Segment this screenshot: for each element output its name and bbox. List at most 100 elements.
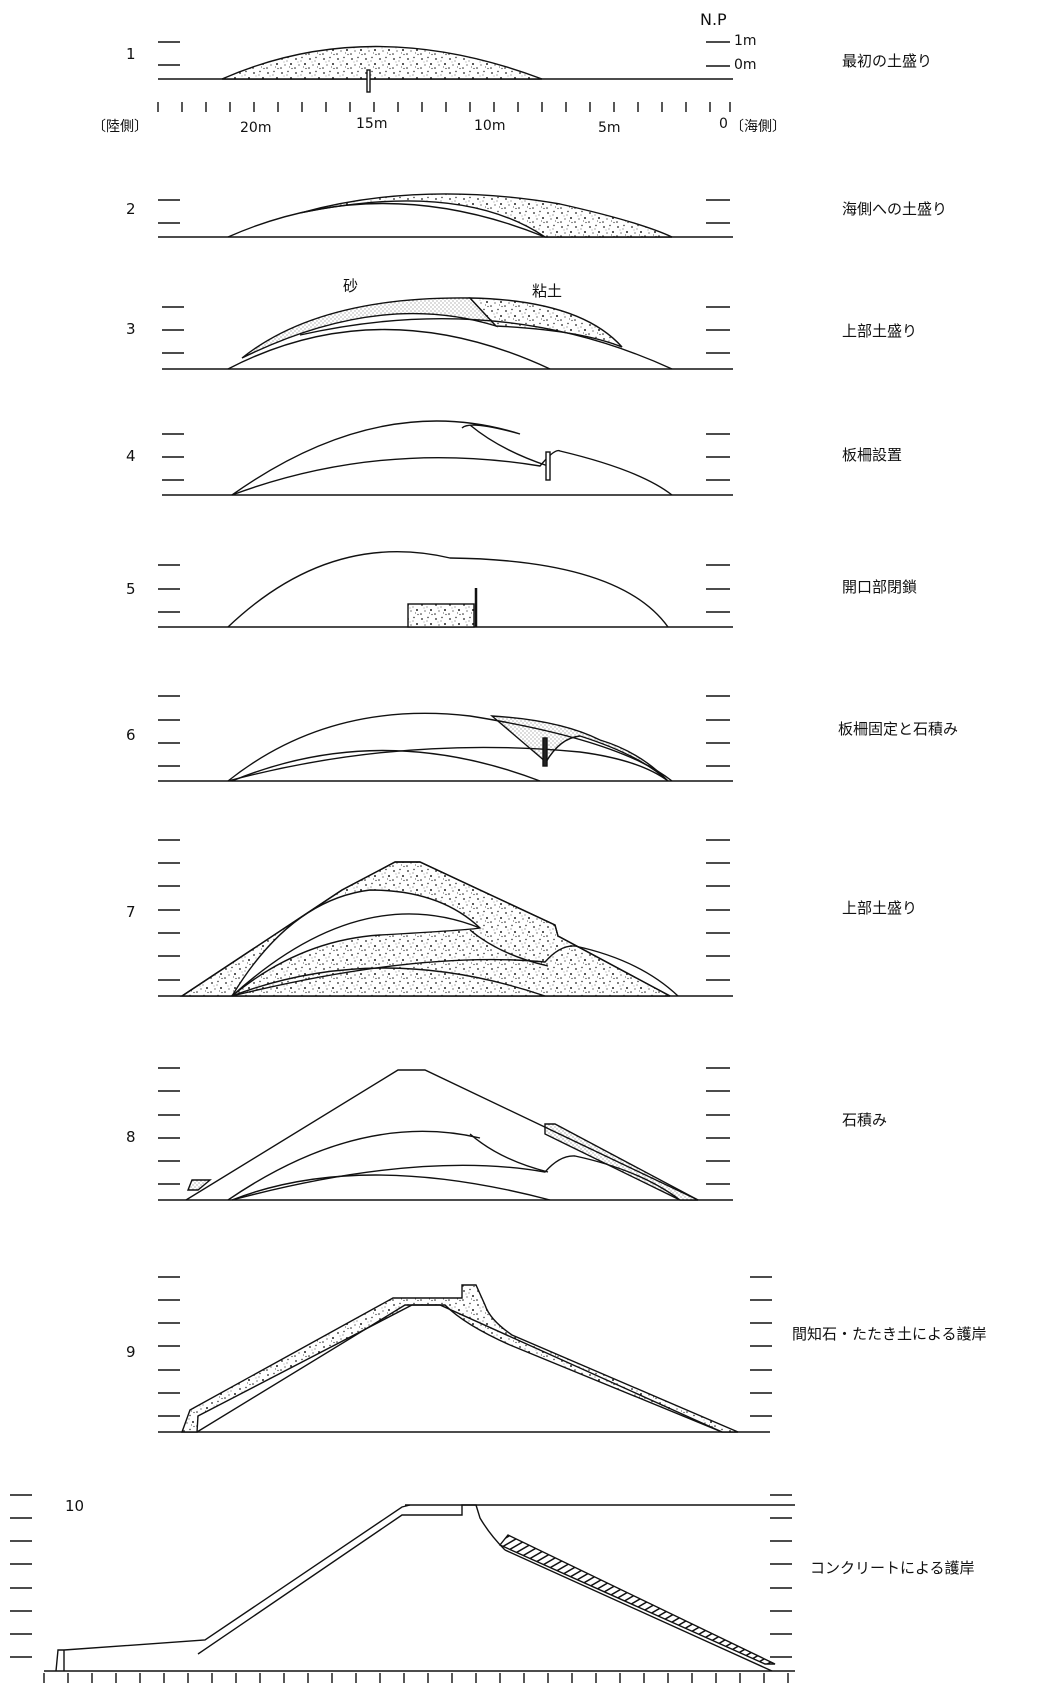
inner-mound-outline [227,1130,481,1201]
left-scale [158,839,180,981]
cut-outline [469,929,549,967]
right-scale [706,199,730,224]
step-label-9: 間知石・たたき土による護岸 [792,1325,987,1343]
sea-side-fill [299,193,673,238]
bottom-axis-ticks [43,1673,789,1683]
step-4-diagram [162,420,733,496]
step-number-8: 8 [126,1128,136,1146]
step-10-diagram [10,1494,795,1683]
step-3-diagram [162,297,733,370]
step-label-1: 最初の土盛り [842,52,933,70]
board-fence [545,451,551,481]
right-scale [706,564,730,613]
board-fence [542,737,548,767]
inner-mound-outline-2 [231,967,546,997]
np-0m-label: 0m [734,57,757,73]
clay-label: 粘土 [532,282,563,300]
left-scale [158,1276,180,1417]
cut-outline [469,424,549,467]
right-scale [706,695,730,767]
left-stone-fill [186,1179,212,1191]
left-scale [158,1067,180,1185]
sand-fill [241,297,499,359]
right-scale [706,41,730,67]
axis-tick-10m: 10m [474,118,506,134]
axis-land-label: 〔陸側〕 [92,119,148,135]
axis-tick-20m: 20m [240,120,272,136]
mound-outline [227,328,551,370]
step-number-2: 2 [126,200,136,218]
right-stone-fill [544,1123,699,1201]
np-1m-label: 1m [734,33,757,49]
left-scale [158,199,180,224]
cut-outline [469,1133,549,1173]
left-scale [162,306,184,354]
left-scale [158,695,180,767]
right-scale [706,1067,730,1185]
inner-mound-outline-2 [231,1174,551,1201]
step-label-7: 上部土盛り [842,899,918,917]
step-number-9: 9 [126,1343,136,1361]
upper-mound-outline [231,420,521,496]
left-scale [162,433,184,481]
first-mound [221,45,543,80]
axis-tick-15m: 15m [356,116,388,132]
right-scale [706,839,730,981]
step-number-7: 7 [126,903,136,921]
upper-layer-outline [227,746,669,782]
inner-mound-outline-3 [231,1155,681,1201]
step-label-3: 上部土盛り [842,322,918,340]
np-title: N.P [700,10,727,29]
step-number-1: 1 [126,45,136,63]
stake [366,69,371,93]
inner-mound-outline [231,913,481,997]
inner-mound-outline-3 [231,945,679,997]
left-scale [158,564,180,613]
sea-mound-outline [299,317,673,370]
right-scale [706,306,730,354]
land-slope-inner [197,1504,506,1655]
right-scale [770,1494,792,1658]
step-2-diagram [158,193,733,238]
step-7-diagram [158,839,733,997]
step-label-2: 海側への土盛り [842,200,948,218]
left-scale [158,41,180,66]
step-label-4: 板柵設置 [842,446,903,464]
step-number-3: 3 [126,320,136,338]
slope-outline [185,1069,699,1201]
step-5-diagram [158,551,733,628]
revetment-fill [181,1284,739,1433]
distance-axis-ticks [157,102,731,112]
slope-outline [181,861,671,997]
sea-slope-outline [504,1549,773,1672]
axis-tick-5m: 5m [598,120,621,136]
step-label-10: コンクリートによる護岸 [810,1559,975,1577]
opening-closure-fill [407,603,475,628]
mound-outline [196,1304,723,1433]
right-scale [750,1276,772,1417]
step-9-diagram [158,1276,772,1433]
step-label-5: 開口部閉鎖 [842,578,918,596]
mound-outline [227,551,669,628]
axis-tick-0: 0 [719,116,728,132]
left-scale [10,1494,32,1658]
sand-label: 砂 [343,277,359,295]
outer-mound-outline [227,712,673,782]
step-number-6: 6 [126,726,136,744]
clay-fill [468,297,623,348]
land-side-wall [55,1504,411,1672]
step-8-diagram [158,1067,733,1201]
step-6-diagram [158,695,733,782]
inner-mound-outline [231,749,541,782]
step-label-6: 板柵固定と石積み [838,720,959,738]
right-scale [706,433,730,481]
inner-mound-outline [231,449,673,496]
axis-sea-label: 〔海側〕 [730,119,786,135]
first-mound-outline [227,202,546,238]
step-number-5: 5 [126,580,136,598]
step-1-diagram [157,41,733,112]
step-label-8: 石積み [842,1111,888,1129]
step-number-10: 10 [65,1497,85,1515]
concrete-revetment [498,1534,776,1665]
